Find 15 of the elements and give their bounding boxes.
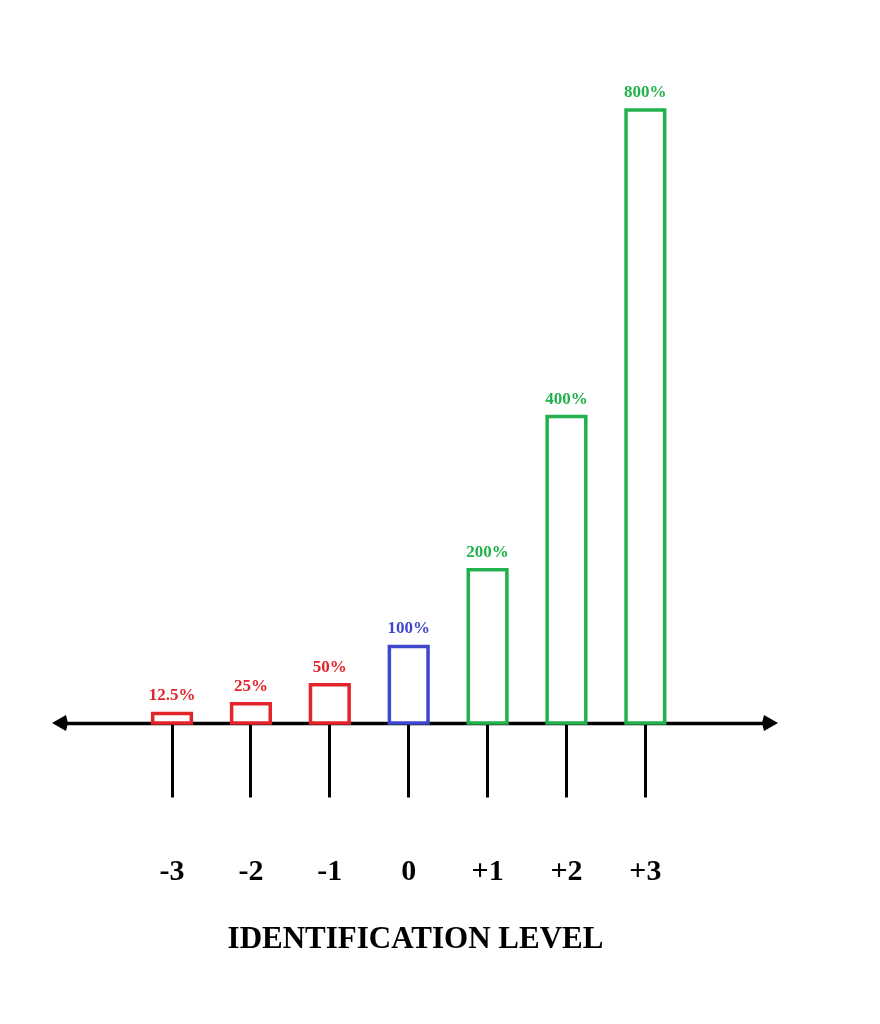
data-label: 800% <box>624 82 667 101</box>
x-tick-label: +1 <box>471 852 504 886</box>
x-tick-label: -1 <box>317 852 343 886</box>
x-tick-label: +2 <box>550 852 583 886</box>
x-axis-title: IDENTIFICATION LEVEL <box>227 919 604 955</box>
x-tick-label: -3 <box>159 852 185 886</box>
data-label: 100% <box>387 618 430 638</box>
x-tick-label: +3 <box>629 852 662 886</box>
x-tick-label: -2 <box>238 852 264 886</box>
data-label: 400% <box>545 388 588 408</box>
data-label: 200% <box>466 541 509 561</box>
data-label: 25% <box>233 675 268 695</box>
data-label: 12.5% <box>148 685 196 705</box>
data-label: 50% <box>312 656 347 676</box>
x-tick-label: 0 <box>401 852 417 886</box>
